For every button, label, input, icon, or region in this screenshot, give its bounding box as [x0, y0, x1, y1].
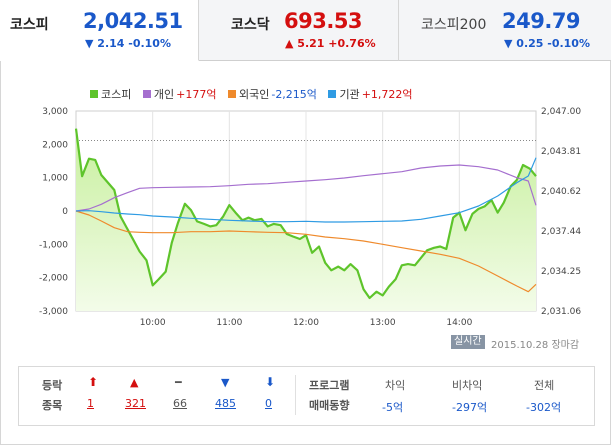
tab-value: 2,042.51 — [83, 9, 183, 33]
rise-count[interactable]: 321 — [125, 397, 146, 410]
legend-label: 기관 — [339, 88, 360, 101]
advdec-label-2: 종목 — [42, 399, 63, 412]
rise-icon: ▲ — [130, 376, 139, 389]
tab-change: ▼ 0.25 -0.10% — [504, 37, 590, 50]
legend-value: -2,215억 — [271, 88, 317, 101]
tab-change: ▼ 2.14 -0.10% — [85, 37, 171, 50]
program-label-1: 프로그램 — [309, 379, 350, 392]
non-arbitrage-value: -297억 — [452, 401, 488, 414]
program-label-2: 매매동향 — [309, 399, 350, 412]
legend-swatch — [90, 90, 98, 98]
lower-limit-count[interactable]: 0 — [265, 397, 272, 410]
non-arbitrage-label: 비차익 — [452, 379, 483, 392]
index-tabs: 코스피 2,042.51 ▼ 2.14 -0.10% 코스닥 693.53 ▲ … — [0, 0, 611, 62]
legend-label: 외국인 — [238, 88, 270, 101]
arbitrage-label: 차익 — [385, 379, 406, 392]
tab-kospi200[interactable]: 코스피200 249.79 ▼ 0.25 -0.10% — [399, 0, 611, 61]
legend-item-kospi[interactable]: 코스피 — [90, 86, 131, 102]
legend-swatch — [142, 90, 151, 98]
upper-limit-icon: ⬆ — [88, 375, 99, 389]
realtime-badge: 실시간 — [451, 335, 485, 349]
legend-label: 코스피 — [101, 88, 132, 101]
upper-limit-count[interactable]: 1 — [87, 397, 94, 410]
legend-value: +1,722억 — [361, 88, 413, 101]
total-label: 전체 — [534, 379, 555, 392]
legend-label: 개인 — [153, 88, 175, 101]
fall-count[interactable]: 485 — [215, 397, 236, 410]
flat-icon: ━ — [175, 376, 182, 389]
divider — [295, 375, 296, 415]
tab-kosdaq[interactable]: 코스닥 693.53 ▲ 5.21 +0.76% — [199, 0, 399, 61]
lower-limit-icon: ⬇ — [265, 375, 276, 389]
close-text: 장마감 — [551, 340, 580, 351]
legend-value: +177억 — [176, 88, 217, 101]
tab-name: 코스닥 — [231, 17, 270, 33]
tab-name: 코스피200 — [421, 17, 487, 33]
arbitrage-value: -5억 — [382, 401, 404, 414]
date-text: 2015.10.28 — [491, 340, 549, 351]
legend-item-institution[interactable]: 기관 +1,722억 — [328, 86, 413, 102]
legend-swatch — [328, 90, 337, 98]
legend-item-foreign[interactable]: 외국인 -2,215억 — [227, 86, 317, 102]
market-date: 2015.10.28 장마감 — [491, 336, 579, 351]
fall-icon: ▼ — [221, 376, 230, 389]
total-value: -302억 — [526, 401, 562, 414]
advdec-label-1: 등락 — [42, 379, 63, 392]
tab-change: ▲ 5.21 +0.76% — [285, 37, 376, 50]
legend-item-individual[interactable]: 개인 +177억 — [142, 86, 217, 102]
chart-legend: 코스피 개인 +177억 외국인 -2,215억 기관 +1,722억 — [90, 86, 421, 102]
tab-name: 코스피 — [10, 17, 49, 33]
market-stats-panel: 등락 종목 ⬆ 1 ▲ 321 ━ 66 ▼ 485 ⬇ 0 프로그램 매매동향… — [18, 366, 595, 426]
tab-value: 693.53 — [284, 9, 363, 33]
flat-count[interactable]: 66 — [173, 397, 187, 410]
legend-swatch — [227, 90, 236, 98]
tab-kospi[interactable]: 코스피 2,042.51 ▼ 2.14 -0.10% — [0, 0, 199, 61]
tab-value: 249.79 — [502, 9, 581, 33]
